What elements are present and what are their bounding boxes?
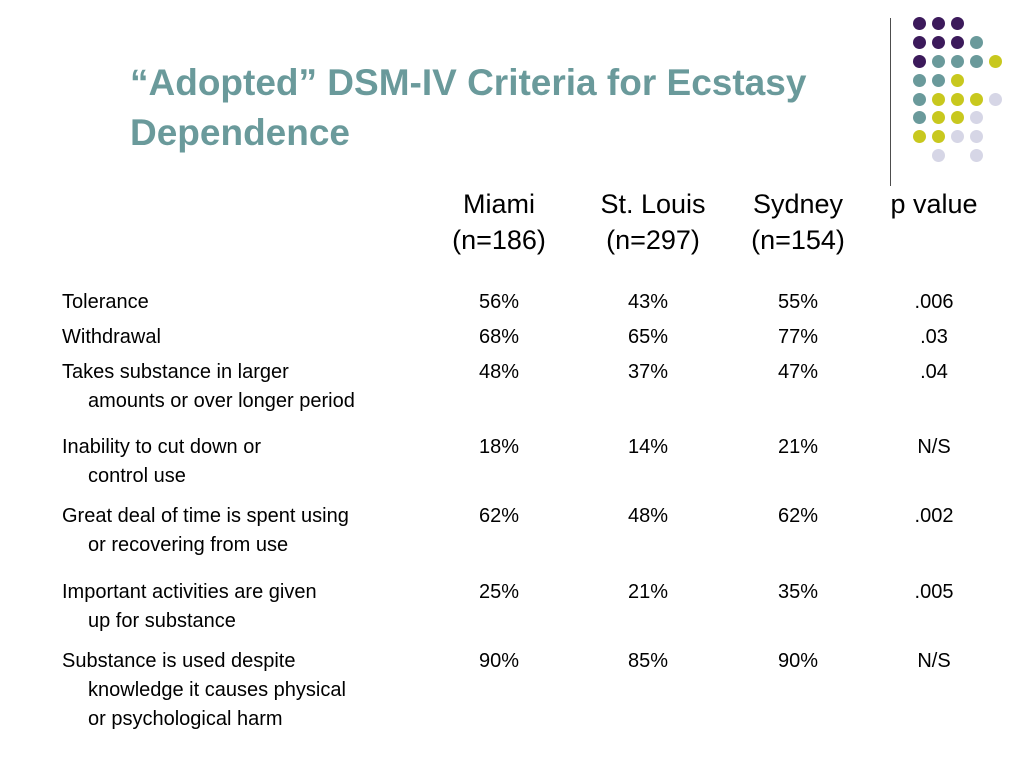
column-header-name: Miami (463, 189, 535, 219)
row-label: Tolerance (62, 288, 149, 317)
row-value: 14% (627, 436, 669, 458)
row-label-line: Inability to cut down or (62, 436, 261, 458)
row-label-line: or psychological harm (88, 708, 283, 730)
row-value: 48% (478, 361, 520, 383)
decorative-dot (989, 55, 1002, 68)
decorative-dot (970, 55, 983, 68)
row-label-line: control use (88, 465, 186, 487)
decorative-dot (970, 111, 983, 124)
slide-title-line-2: Dependence (130, 112, 351, 153)
decorative-dot (970, 36, 983, 49)
row-value: 56% (478, 291, 520, 313)
decorative-dot (913, 36, 926, 49)
row-label-line: Substance is used despite (62, 650, 296, 672)
row-label: Great deal of time is spent using or reco… (62, 502, 349, 560)
row-value: .002 (914, 505, 954, 527)
row-value: 90% (777, 650, 819, 672)
column-header-miami: Miami (n=186) (444, 186, 554, 258)
decorative-dot (932, 55, 945, 68)
decorative-dot (951, 36, 964, 49)
decorative-dot (989, 93, 1002, 106)
row-value: 18% (478, 436, 520, 458)
row-value: 62% (478, 505, 520, 527)
row-value: 62% (777, 505, 819, 527)
row-value: .006 (914, 291, 954, 313)
column-header-n: (n=186) (452, 225, 546, 255)
row-value: 68% (478, 326, 520, 348)
decorative-dot (951, 17, 964, 30)
row-value: .03 (920, 326, 948, 348)
column-header-name: p value (890, 189, 978, 219)
row-value: 43% (627, 291, 669, 313)
row-value: 37% (627, 361, 669, 383)
row-label: Inability to cut down or control use (62, 433, 261, 491)
decorative-dot (932, 93, 945, 106)
column-header-n: (n=154) (751, 225, 845, 255)
column-header-p-value: p value (876, 186, 992, 222)
row-value: N/S (917, 436, 951, 458)
decorative-dot (913, 17, 926, 30)
row-label-line: Tolerance (62, 291, 149, 313)
row-label-line: Withdrawal (62, 326, 161, 348)
decorative-dot (951, 74, 964, 87)
decorative-dot (970, 130, 983, 143)
row-value: 85% (627, 650, 669, 672)
row-value: 55% (777, 291, 819, 313)
row-value: 65% (627, 326, 669, 348)
row-value: 21% (627, 581, 669, 603)
decorative-dot (970, 93, 983, 106)
decorative-dot (932, 149, 945, 162)
decorative-dot (951, 93, 964, 106)
decorative-dot (951, 111, 964, 124)
row-value: N/S (917, 650, 951, 672)
row-label: Takes substance in larger amounts or over… (62, 358, 355, 416)
column-header-st-louis: St. Louis (n=297) (588, 186, 718, 258)
decorative-dot (970, 149, 983, 162)
row-value: 77% (777, 326, 819, 348)
slide-title-line-1: “Adopted” DSM-IV Criteria for Ecstasy (130, 62, 807, 103)
row-value: .04 (920, 361, 948, 383)
row-label-line: amounts or over longer period (88, 390, 355, 412)
decorative-dot (932, 111, 945, 124)
row-label-line: Takes substance in larger (62, 361, 289, 383)
row-value: 35% (777, 581, 819, 603)
column-header-n: (n=297) (606, 225, 700, 255)
decorative-dot (932, 36, 945, 49)
row-label: Withdrawal (62, 323, 161, 352)
decorative-dot (932, 130, 945, 143)
row-value: .005 (914, 581, 954, 603)
decorative-dot (932, 17, 945, 30)
row-label-line: or recovering from use (88, 534, 289, 556)
decorative-dot (951, 130, 964, 143)
row-value: 48% (627, 505, 669, 527)
slide-title: “Adopted” DSM-IV Criteria for Ecstasy De… (130, 58, 930, 158)
column-header-name: Sydney (752, 189, 844, 219)
row-label-line: knowledge it causes physical (88, 679, 346, 701)
row-label: Substance is used despite knowledge it ca… (62, 647, 346, 734)
row-value: 21% (777, 436, 819, 458)
column-header-sydney: Sydney (n=154) (738, 186, 858, 258)
row-label-line: up for substance (88, 610, 236, 632)
column-header-name: St. Louis (600, 189, 706, 219)
row-label-line: Great deal of time is spent using (62, 505, 349, 527)
row-value: 90% (478, 650, 520, 672)
row-label: Important activities are given up for sub… (62, 578, 317, 636)
decorative-divider-line (890, 18, 891, 186)
decorative-dot (932, 74, 945, 87)
row-value: 47% (777, 361, 819, 383)
row-label-line: Important activities are given (62, 581, 317, 603)
row-value: 25% (478, 581, 520, 603)
decorative-dot (951, 55, 964, 68)
